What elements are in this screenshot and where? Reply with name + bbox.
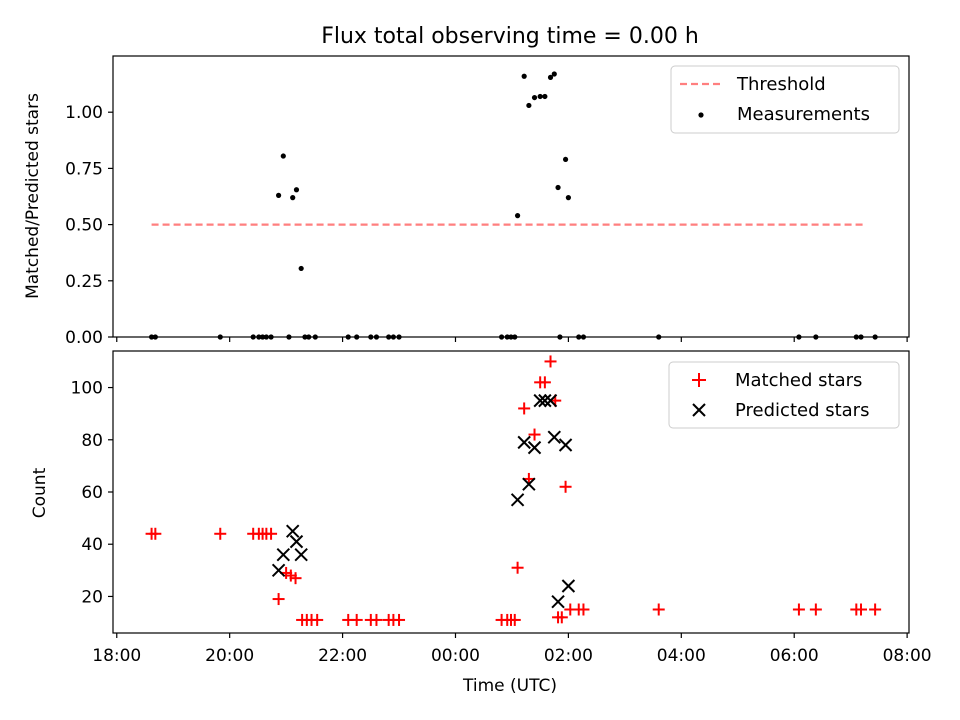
predicted-star-point <box>522 477 536 491</box>
y-tick-label: 100 <box>71 379 103 399</box>
matched-star-point <box>652 603 665 616</box>
measurement-point <box>298 265 304 272</box>
x-tick-label: 22:00 <box>318 646 367 666</box>
predicted-star-point <box>538 393 552 408</box>
matched-star-point <box>869 603 882 616</box>
y-tick-label: 40 <box>81 535 103 555</box>
matched-star-point <box>214 527 227 540</box>
legend-measurements-swatch <box>698 112 704 118</box>
predicted-star-point <box>561 579 576 593</box>
y-tick-label: 0.50 <box>65 216 103 236</box>
measurement-point <box>555 184 561 191</box>
predicted-star-point <box>286 524 300 538</box>
matched-star-point <box>149 527 162 540</box>
predicted-star-point <box>527 440 542 455</box>
top-y-axis-label: Matched/Predicted stars <box>23 93 43 299</box>
predicted-star-point <box>543 393 558 408</box>
predicted-star-point <box>547 430 561 444</box>
predicted-star-point <box>551 594 565 609</box>
matched-star-point <box>350 613 363 626</box>
x-tick-label: 08:00 <box>883 646 932 666</box>
legend-matched-swatch <box>692 373 706 387</box>
predicted-star-point <box>276 547 291 562</box>
matched-star-point <box>393 613 406 626</box>
measurement-point <box>551 71 557 77</box>
x-tick-label: 18:00 <box>92 646 141 666</box>
matched-star-point <box>809 603 822 616</box>
measurement-point <box>290 195 296 201</box>
matched-star-point <box>311 613 324 626</box>
y-tick-label: 0.75 <box>65 159 103 179</box>
matched-star-point <box>538 376 551 389</box>
y-tick-label: 0.00 <box>65 328 103 348</box>
y-tick-label: 1.00 <box>65 103 103 123</box>
matched-star-point <box>289 572 302 585</box>
legend-matched-label: Matched stars <box>735 370 862 391</box>
measurement-point <box>542 93 548 100</box>
matched-star-point <box>272 593 285 606</box>
bottom-legend: Matched stars Predicted stars <box>668 361 900 429</box>
predicted-star-point <box>558 438 573 452</box>
matched-star-point <box>792 603 805 616</box>
predicted-star-point <box>271 563 286 578</box>
bottom-panel: Count Time (UTC) 18:00 20:00 22:00 00:00 02:… <box>30 350 932 696</box>
matched-star-point <box>518 402 531 415</box>
measurement-point <box>531 94 538 101</box>
matched-star-point <box>265 527 278 540</box>
bottom-y-axis-label: Count <box>30 467 50 518</box>
legend-predicted-label: Predicted stars <box>735 400 869 421</box>
x-tick-label: 02:00 <box>544 646 593 666</box>
matched-star-point <box>559 480 572 493</box>
measurement-point <box>547 74 554 80</box>
matched-star-point <box>544 355 557 368</box>
x-tick-label: 04:00 <box>657 646 706 666</box>
legend-threshold-label: Threshold <box>736 74 826 95</box>
top-panel: Flux total observing time = 0.00 h Match… <box>23 24 910 348</box>
matched-star-point <box>370 613 383 626</box>
y-tick-label: 80 <box>81 431 103 451</box>
x-tick-label: 06:00 <box>770 646 819 666</box>
chart-title: Flux total observing time = 0.00 h <box>321 24 699 49</box>
top-legend-box <box>670 65 900 134</box>
top-plot-frame <box>112 55 910 338</box>
predicted-star-point <box>294 547 308 562</box>
measurement-point <box>280 153 286 159</box>
bottom-legend-box <box>668 361 900 429</box>
y-tick-label: 0.25 <box>65 272 103 292</box>
measurement-point <box>275 192 282 198</box>
measurement-point <box>514 213 521 219</box>
predicted-star-point <box>289 534 304 549</box>
matched-star-point <box>577 603 590 616</box>
matched-star-point <box>855 603 868 616</box>
y-tick-label: 20 <box>81 587 103 607</box>
predicted-star-point <box>533 393 547 408</box>
y-tick-label: 60 <box>81 483 103 503</box>
predicted-star-point <box>510 493 525 507</box>
bottom-plot-frame <box>112 350 910 634</box>
measurement-point <box>521 73 527 79</box>
x-tick-label: 00:00 <box>431 646 480 666</box>
measurement-point <box>565 195 571 201</box>
measurement-point <box>293 187 300 193</box>
x-axis-label: Time (UTC) <box>462 676 557 696</box>
predicted-star-point <box>517 435 531 450</box>
matched-star-point <box>555 611 568 624</box>
measurement-point <box>526 102 532 109</box>
matched-star-point <box>511 561 524 574</box>
legend-predicted-swatch <box>692 403 706 417</box>
x-tick-label: 20:00 <box>205 646 254 666</box>
measurement-point <box>562 156 569 163</box>
measurement-point <box>537 93 543 100</box>
matched-star-point <box>508 613 521 626</box>
top-legend: Threshold Measurements <box>670 65 900 134</box>
legend-measurements-label: Measurements <box>737 104 870 125</box>
matched-star-point <box>528 428 541 441</box>
